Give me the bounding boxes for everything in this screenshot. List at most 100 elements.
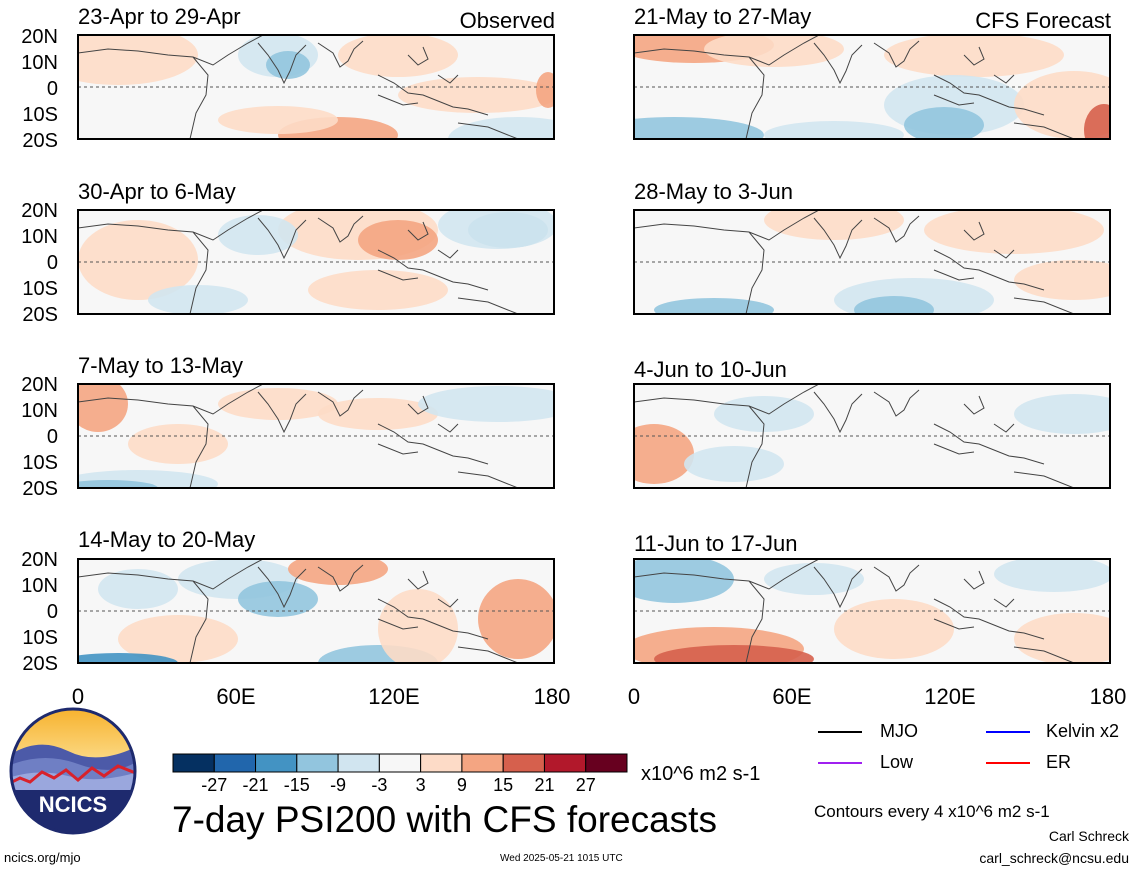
colorbar-tick-label: -27 <box>201 775 228 795</box>
anomaly-region <box>78 653 178 663</box>
anomaly-region <box>634 559 734 603</box>
lon-label: 0 <box>627 684 641 709</box>
anomaly-region <box>266 51 310 79</box>
anomaly-region <box>218 106 338 134</box>
email: carl_schreck@ncsu.edu <box>979 850 1129 866</box>
map-panel-2 <box>77 209 555 315</box>
legend-label: MJO <box>880 721 918 741</box>
panel-frame <box>77 383 555 489</box>
anomaly-region <box>398 77 554 113</box>
anomaly-region <box>684 446 784 482</box>
legend-line-low <box>818 762 862 764</box>
colorbar-tick-label: 27 <box>575 775 596 795</box>
anomaly-region <box>378 589 458 663</box>
anomaly-region <box>654 298 774 314</box>
colorbar-swatch <box>502 753 545 773</box>
lon-label: 180 <box>1089 684 1127 709</box>
lat-label: 20S <box>22 304 58 326</box>
panel-title: 30-Apr to 6-May <box>78 179 236 204</box>
colorbar-swatch <box>296 753 339 773</box>
panel-frame <box>633 383 1111 489</box>
panel-title: 28-May to 3-Jun <box>634 179 793 204</box>
anomaly-region <box>1014 260 1110 300</box>
colorbar-tick-label: -15 <box>283 775 310 795</box>
legend-label: ER <box>1046 752 1072 772</box>
anomaly-region <box>634 424 694 484</box>
anomaly-region <box>994 559 1110 592</box>
anomaly-region <box>924 210 1104 254</box>
lon-label: 60E <box>216 684 256 709</box>
main-title: 7-day PSI200 with CFS forecasts <box>172 799 717 840</box>
panel-title: 23-Apr to 29-Apr <box>78 4 241 29</box>
colorbar-swatch <box>461 753 504 773</box>
panel-title: 11-Jun to 17-Jun <box>634 531 798 556</box>
anomaly-region <box>764 210 904 240</box>
anomaly-region <box>218 388 338 420</box>
panel-frame <box>633 558 1111 664</box>
lat-label: 10N <box>21 575 58 597</box>
lat-label: 10S <box>22 627 58 649</box>
panel-title: 7-May to 13-May <box>78 353 244 378</box>
coastline <box>634 384 1075 488</box>
anomaly-region <box>536 72 554 108</box>
anomaly-region <box>148 285 248 314</box>
panel-title: 14-May to 20-May <box>78 527 256 552</box>
colorbar-swatch <box>337 753 380 773</box>
anomaly-region <box>358 220 438 260</box>
map-panel-6 <box>77 558 555 664</box>
map-panel-3 <box>633 209 1111 315</box>
lat-label: 0 <box>46 78 58 100</box>
colorbar-swatch <box>213 753 257 773</box>
colorbar <box>172 753 628 773</box>
lat-label: 20N <box>21 549 58 571</box>
ncics-logo: NCICS <box>9 707 137 835</box>
colorbar-swatch <box>255 753 298 773</box>
lon-label: 60E <box>772 684 812 709</box>
lat-label: 20S <box>22 653 58 675</box>
colorbar-tick-label: 15 <box>493 775 514 795</box>
lat-label: 20N <box>21 374 58 396</box>
coastline <box>634 210 1075 314</box>
lat-label: 10N <box>21 52 58 74</box>
panel-frame <box>633 34 1111 140</box>
anomaly-region <box>118 615 238 663</box>
coastline <box>78 35 519 139</box>
colorbar-tick-label: 3 <box>415 775 426 795</box>
lat-label: 20N <box>21 26 58 48</box>
lon-label: 0 <box>71 684 85 709</box>
panel-tag: CFS Forecast <box>975 8 1111 33</box>
legend-line-mjo <box>818 731 862 733</box>
lat-label: 20S <box>22 478 58 500</box>
anomaly-region <box>478 579 554 659</box>
anomaly-region <box>904 107 984 139</box>
lat-label: 20N <box>21 200 58 222</box>
legend-line-kelvin <box>986 731 1030 733</box>
anomaly-region <box>218 215 298 255</box>
colorbar-swatch <box>420 753 463 773</box>
anomaly-region <box>128 424 228 464</box>
lon-label: 120E <box>924 684 976 709</box>
map-panel-7 <box>633 558 1111 664</box>
map-panel-0 <box>77 34 555 140</box>
anomaly-region <box>98 569 178 609</box>
anomaly-region <box>438 210 554 249</box>
lat-label: 0 <box>46 601 58 623</box>
anomaly-region <box>654 645 814 663</box>
anomaly-region <box>704 35 844 67</box>
panel-tag: Observed <box>459 8 555 33</box>
lat-label: 0 <box>46 252 58 274</box>
anomaly-region <box>338 35 458 77</box>
logo-text: NCICS <box>39 792 107 817</box>
legend-line-er <box>986 762 1030 764</box>
anomaly-region <box>418 386 554 422</box>
panel-title: 4-Jun to 10-Jun <box>634 357 787 382</box>
lat-label: 10S <box>22 104 58 126</box>
anomaly-region <box>308 270 448 310</box>
legend-label: Low <box>880 752 914 772</box>
coastline <box>634 35 1075 139</box>
map-panel-5 <box>633 383 1111 489</box>
lat-label: 10S <box>22 278 58 300</box>
site-link[interactable]: ncics.org/mjo <box>4 850 81 865</box>
coastline <box>78 559 519 663</box>
anomaly-region <box>854 296 934 314</box>
